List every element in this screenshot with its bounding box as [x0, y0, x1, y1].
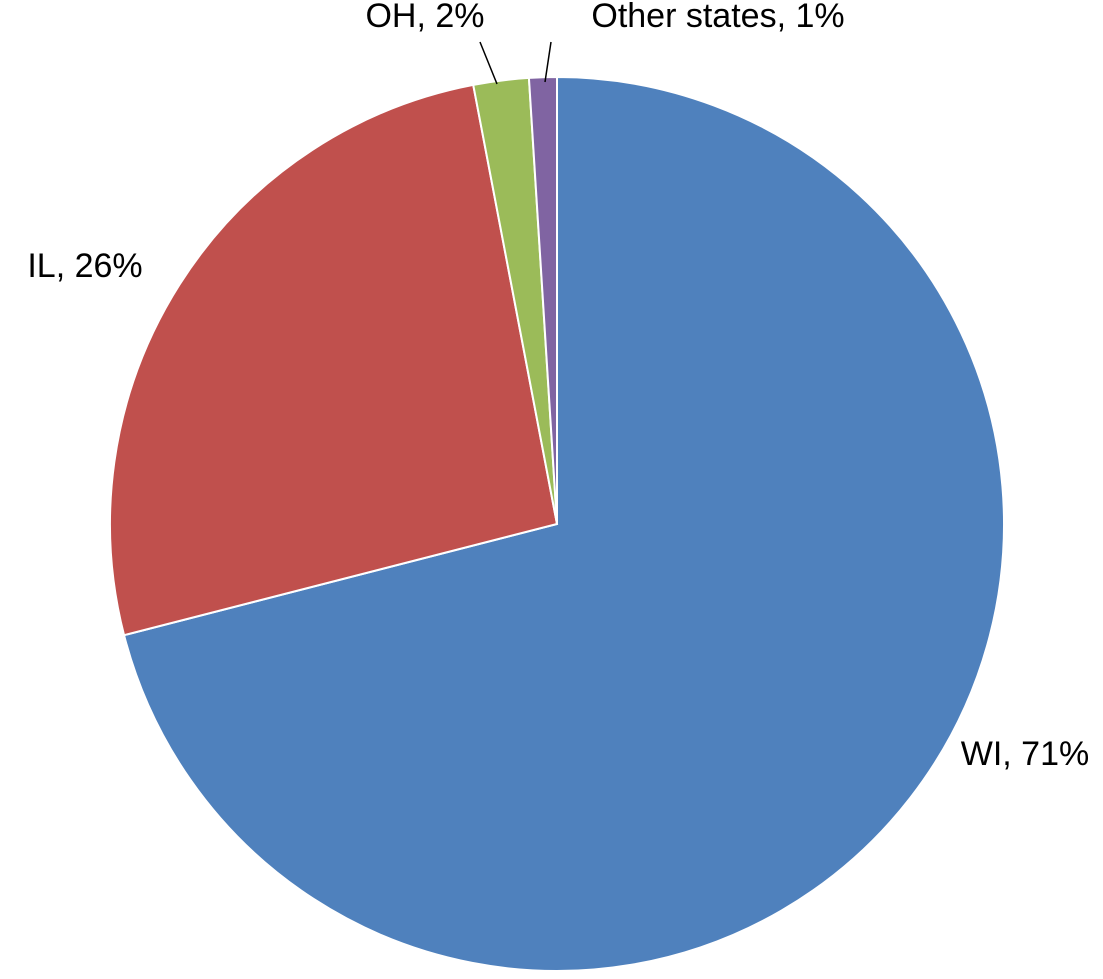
slice-label: OH, 2% — [365, 0, 484, 35]
slice-label: Other states, 1% — [591, 0, 844, 35]
pie-slice — [109, 83, 559, 637]
leader-line — [544, 41, 552, 83]
pie-slice — [122, 75, 1005, 972]
slice-label: IL, 26% — [27, 247, 142, 285]
leader-line — [479, 41, 498, 85]
slice-label: WI, 71% — [961, 735, 1089, 773]
pie-slice — [527, 75, 558, 525]
